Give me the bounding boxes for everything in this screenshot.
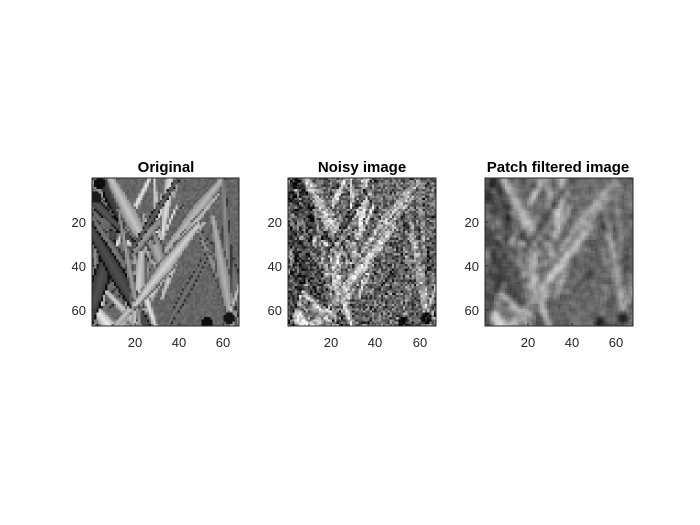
y-tick-label: 20 [72, 215, 86, 230]
y-tick-label: 20 [465, 215, 479, 230]
x-tick-label: 40 [565, 335, 579, 350]
y-tick-label: 60 [268, 303, 282, 318]
x-tick-label: 40 [368, 335, 382, 350]
panel-title-original: Original [138, 159, 195, 176]
x-tick-label: 60 [216, 335, 230, 350]
panel-original: Original 20 40 60 20 40 60 [72, 159, 239, 350]
y-ticks-filtered: 20 40 60 [465, 215, 488, 318]
panel-filtered: Patch filtered image 20 40 60 20 40 60 [465, 159, 633, 350]
x-tick-label: 20 [128, 335, 142, 350]
y-ticks-original: 20 40 60 [72, 215, 95, 318]
x-ticks-filtered: 20 40 60 [521, 323, 623, 350]
x-tick-label: 20 [324, 335, 338, 350]
panel-title-noisy: Noisy image [318, 159, 406, 176]
image-original [92, 178, 239, 326]
x-ticks-original: 20 40 60 [128, 323, 230, 350]
x-tick-label: 20 [521, 335, 535, 350]
y-tick-label: 60 [72, 303, 86, 318]
y-tick-label: 40 [465, 259, 479, 274]
y-tick-label: 20 [268, 215, 282, 230]
y-tick-label: 40 [268, 259, 282, 274]
x-tick-label: 40 [172, 335, 186, 350]
panel-title-filtered: Patch filtered image [487, 159, 630, 176]
x-tick-label: 60 [413, 335, 427, 350]
y-tick-label: 40 [72, 259, 86, 274]
y-ticks-noisy: 20 40 60 [268, 215, 291, 318]
y-tick-label: 60 [465, 303, 479, 318]
image-noisy [288, 178, 436, 326]
panel-noisy: Noisy image 20 40 60 20 40 60 [268, 159, 436, 350]
x-tick-label: 60 [609, 335, 623, 350]
x-ticks-noisy: 20 40 60 [324, 323, 427, 350]
image-filtered [485, 178, 633, 326]
